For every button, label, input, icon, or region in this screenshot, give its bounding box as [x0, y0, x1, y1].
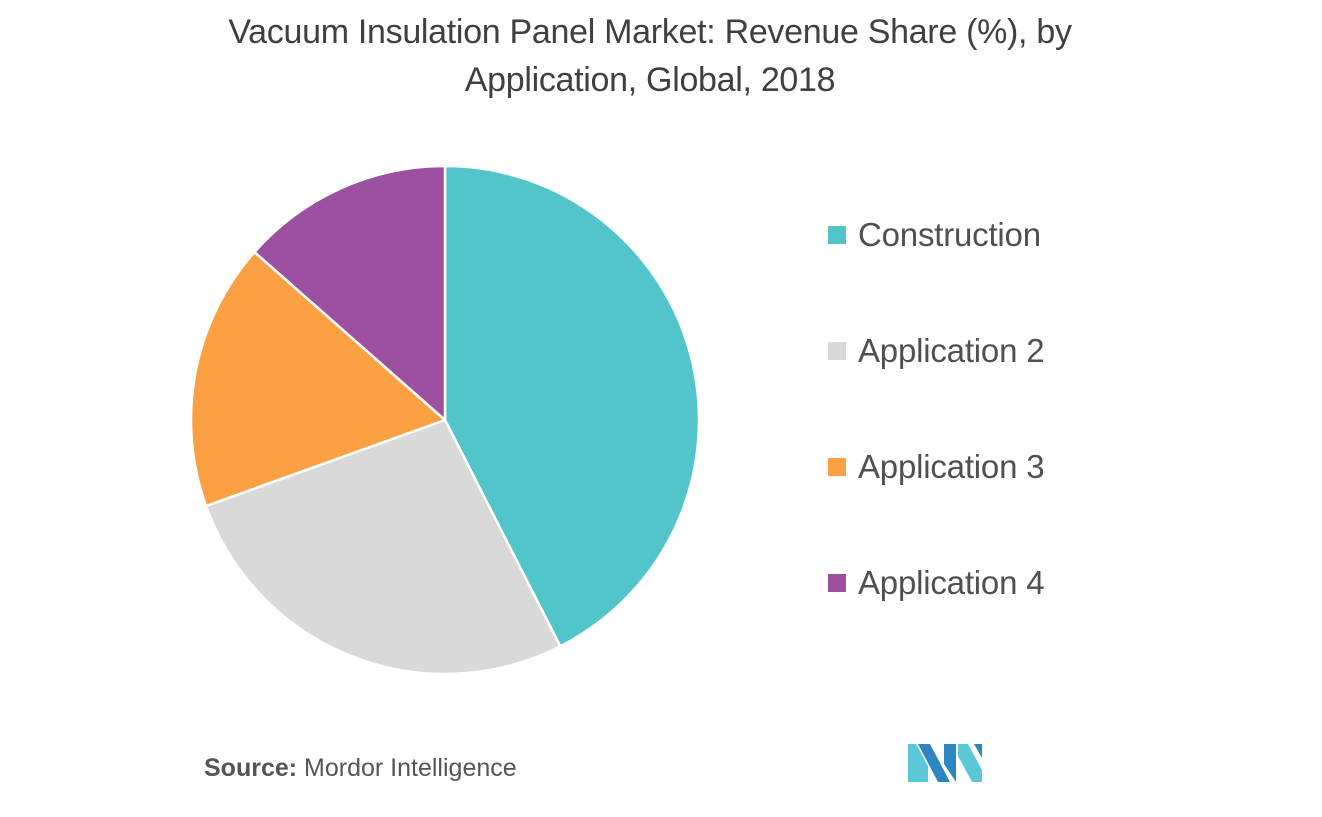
- logo-shape-4: [958, 744, 982, 782]
- legend-swatch: [828, 342, 846, 360]
- legend-item-construction: Construction: [828, 216, 1041, 254]
- legend-item-application-4: Application 4: [828, 564, 1045, 602]
- legend-item-application-2: Application 2: [828, 332, 1045, 370]
- legend-swatch: [828, 226, 846, 244]
- pie-chart: [189, 164, 701, 676]
- source-text: Mordor Intelligence: [304, 754, 517, 782]
- legend-swatch: [828, 574, 846, 592]
- pie-slice-application-2: [204, 418, 562, 676]
- legend-item-application-3: Application 3: [828, 448, 1045, 486]
- legend-label: Application 4: [858, 564, 1045, 601]
- legend-label: Application 3: [858, 448, 1045, 485]
- legend-label: Construction: [858, 216, 1041, 253]
- pie-slice-application-4: [253, 164, 447, 422]
- chart-title-line-1: Vacuum Insulation Panel Market: Revenue …: [228, 13, 1072, 51]
- source-note: Source: Mordor Intelligence: [204, 754, 517, 783]
- logo-shape-5: [974, 744, 982, 758]
- source-label: Source:: [204, 754, 298, 782]
- logo-shape-3: [944, 744, 956, 782]
- legend-label: Application 2: [858, 332, 1045, 369]
- logo-shape-1: [908, 744, 928, 782]
- logo-shape-2: [918, 744, 950, 782]
- legend-swatch: [828, 458, 846, 476]
- chart-title-line-2: Application, Global, 2018: [464, 61, 836, 99]
- pie-slice-construction: [443, 164, 701, 648]
- pie-slice-application-3: [189, 250, 447, 508]
- mordor-intelligence-logo: [908, 744, 982, 782]
- chart-title: Vacuum Insulation Panel Market: Revenue …: [100, 8, 1200, 104]
